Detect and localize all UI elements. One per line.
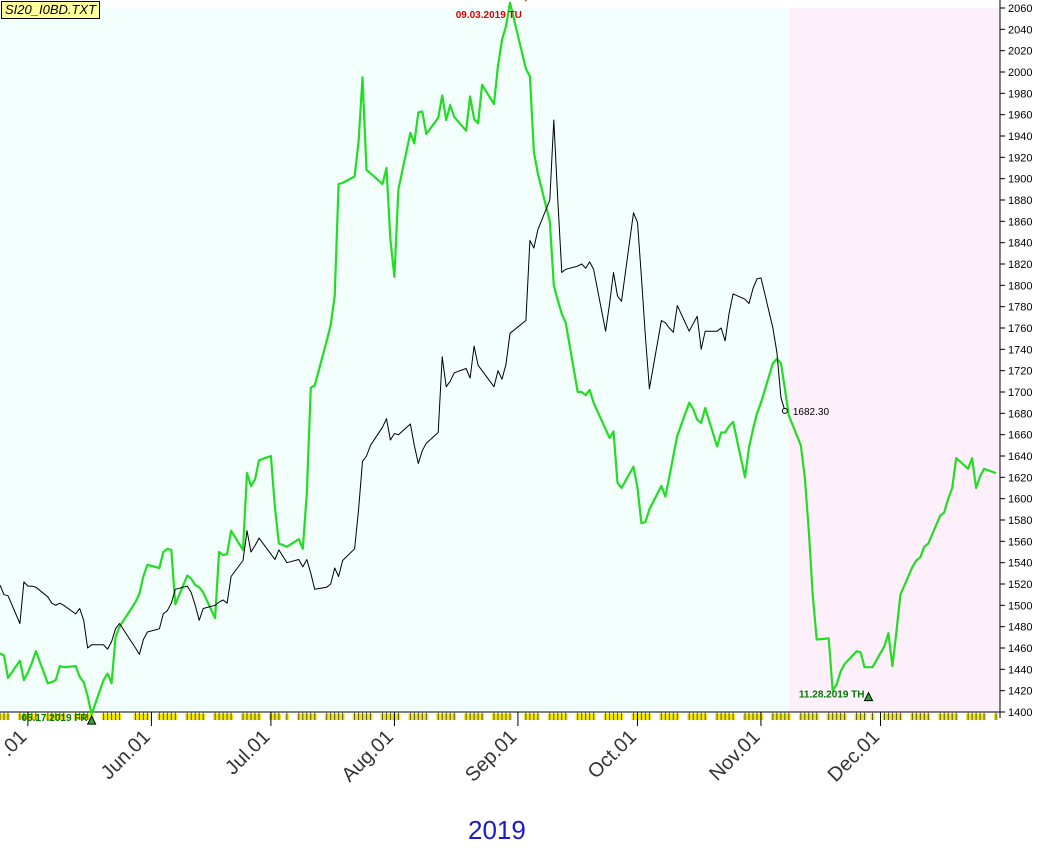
y-tick-label: 1480: [1008, 622, 1032, 634]
y-tick-label: 2000: [1008, 67, 1032, 79]
x-tick-label: Dec.01: [824, 726, 884, 786]
y-tick-label: 1460: [1008, 643, 1032, 655]
y-tick-label: 2040: [1008, 24, 1032, 36]
y-tick-label: 1860: [1008, 216, 1032, 228]
y-tick-label: 1700: [1008, 387, 1032, 399]
x-tick-label: Jun.01: [97, 726, 155, 784]
series-line-0: [0, 1, 997, 716]
y-tick-label: 1920: [1008, 152, 1032, 164]
y-tick-label: 1500: [1008, 600, 1032, 612]
y-tick-label: 1820: [1008, 259, 1032, 271]
y-tick-label: 1720: [1008, 366, 1032, 378]
y-tick-label: 1540: [1008, 558, 1032, 570]
x-tick-label: Oct.01: [584, 726, 641, 783]
y-tick-label: 1760: [1008, 323, 1032, 335]
y-tick-label: 1880: [1008, 195, 1032, 207]
shaded-region-1: [788, 8, 1000, 712]
y-tick-label: 1620: [1008, 472, 1032, 484]
high-marker-icon: [525, 0, 527, 2]
y-tick-label: 1400: [1008, 707, 1032, 719]
low-marker-icon: [863, 691, 874, 702]
x-tick-label: Nov.01: [705, 726, 764, 785]
y-tick-label: 1900: [1008, 174, 1032, 186]
y-tick-label: 1800: [1008, 280, 1032, 292]
y-tick-label: 1640: [1008, 451, 1032, 463]
low-marker-icon: [86, 715, 97, 725]
y-tick-label: 1660: [1008, 430, 1032, 442]
shaded-region-0: [0, 8, 789, 712]
y-tick-label: 1840: [1008, 238, 1032, 250]
y-tick-label: 1560: [1008, 536, 1032, 548]
y-tick-label: 1940: [1008, 131, 1032, 143]
y-tick-label: 1680: [1008, 408, 1032, 420]
x-tick-label: Jul.01: [221, 726, 274, 779]
x-day-mark: [0, 714, 2, 720]
last-value-label: 1682.30: [793, 407, 830, 418]
x-axis-label: 2019: [468, 815, 526, 845]
y-tick-label: 2020: [1008, 46, 1032, 58]
y-tick-label: 2060: [1008, 3, 1032, 15]
chart-title: SI20_I0BD.TXT: [1, 1, 101, 19]
y-tick-label: 1440: [1008, 664, 1032, 676]
x-tick-label: Sep.01: [461, 726, 521, 786]
last-value-marker-icon: [781, 407, 788, 414]
y-tick-label: 1780: [1008, 302, 1032, 314]
y-tick-label: 1960: [1008, 110, 1032, 122]
low-annotation: 11.28.2019 TH: [799, 690, 865, 701]
x-tick-label: .01: [0, 726, 31, 761]
high-annotation: 09.03.2019 TU: [456, 10, 522, 21]
y-tick-label: 1520: [1008, 579, 1032, 591]
x-tick-label: Aug.01: [338, 726, 398, 786]
y-tick-label: 1420: [1008, 686, 1032, 698]
y-tick-label: 1740: [1008, 344, 1032, 356]
low-annotation: 05.17.2019 FR: [21, 713, 88, 724]
y-tick-label: 1580: [1008, 515, 1032, 527]
series-line-1: [0, 119, 786, 655]
y-tick-label: 1600: [1008, 494, 1032, 506]
y-tick-label: 1980: [1008, 88, 1032, 100]
